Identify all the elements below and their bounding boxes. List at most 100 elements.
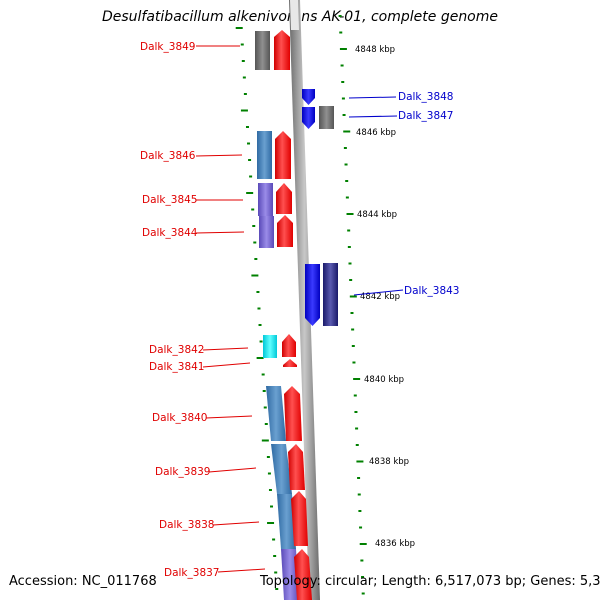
- right-gene-labels: Dalk_3848 Dalk_3847 Dalk_3843: [348, 91, 460, 297]
- scale-tick: [354, 411, 358, 413]
- scale-tick: [248, 159, 252, 161]
- scale-tick: [341, 97, 345, 100]
- scale-tick: [342, 114, 346, 116]
- leader-line: [202, 347, 249, 351]
- scale-tick: [274, 571, 278, 574]
- gene-block-dalk-3844[interactable]: [259, 216, 274, 248]
- scale-tick: [351, 328, 355, 331]
- scale-tick: [263, 406, 267, 409]
- scale-tick: [345, 180, 349, 182]
- scale-tick: [262, 390, 266, 392]
- genome-summary-text: Topology: circular; Length: 6,517,073 bp…: [260, 574, 600, 589]
- gene-label-right[interactable]: Dalk_3843: [404, 285, 460, 297]
- gene-block-dalk-3839[interactable]: [271, 444, 292, 494]
- scale-tick: [272, 538, 276, 541]
- scale-tick: [243, 93, 247, 95]
- gene-block-dalk-3843-navy[interactable]: [323, 263, 338, 326]
- scale-tick: [256, 291, 260, 293]
- scale-tick: [257, 307, 261, 310]
- scale-tick: [241, 60, 245, 62]
- protein-arrow-dalk-3837[interactable]: [294, 549, 312, 600]
- scale-tick: [343, 130, 351, 133]
- scale-tick: [275, 588, 279, 590]
- scale-tick: [348, 262, 352, 265]
- scale-tick: [273, 555, 277, 557]
- left-gene-labels: Dalk_3849 Dalk_3846 Dalk_3845 Dalk_3844 …: [140, 41, 266, 579]
- scale-tick: [261, 439, 269, 442]
- scale-tick: [338, 15, 342, 17]
- genome-axis-top-fade: [290, 0, 299, 30]
- gene-block-dalk-3847-gray[interactable]: [319, 106, 334, 129]
- scale-tick: [245, 126, 249, 128]
- scale-tick: [356, 460, 364, 463]
- gene-block-dalk-3845[interactable]: [258, 183, 273, 216]
- scale-tick: [344, 163, 348, 166]
- scale-label: 4836 kbp: [375, 539, 415, 549]
- gene-block-dalk-3848[interactable]: [302, 89, 315, 105]
- scale-label: 4838 kbp: [369, 457, 409, 467]
- scale-tick: [339, 31, 343, 34]
- scale-tick: [343, 147, 347, 149]
- protein-arrow-dalk-3844[interactable]: [277, 215, 293, 247]
- scale-tick: [341, 81, 345, 83]
- gene-block-dalk-3842[interactable]: [263, 335, 277, 358]
- protein-arrow-dalk-3845[interactable]: [276, 183, 292, 214]
- gene-label-left[interactable]: Dalk_3846: [140, 150, 196, 162]
- scale-tick: [268, 489, 272, 491]
- gene-label-left[interactable]: Dalk_3839: [155, 466, 211, 478]
- gene-label-left[interactable]: Dalk_3849: [140, 41, 196, 53]
- leader-line: [208, 467, 257, 473]
- gene-block-dalk-3846[interactable]: [257, 131, 272, 179]
- scale-ticks: [235, 15, 367, 595]
- leader-line: [195, 231, 245, 234]
- scale-labels: 4848 kbp 4846 kbp 4844 kbp 4842 kbp 4840…: [355, 45, 415, 549]
- scale-tick: [350, 312, 354, 314]
- gene-label-left[interactable]: Dalk_3842: [149, 344, 205, 356]
- scale-tick: [240, 43, 244, 46]
- protein-arrow-dalk-3839[interactable]: [288, 444, 305, 490]
- scale-tick: [353, 378, 361, 380]
- scale-tick: [259, 340, 263, 343]
- scale-tick: [339, 48, 347, 50]
- scale-tick: [351, 345, 355, 347]
- gene-label-left[interactable]: Dalk_3845: [142, 194, 198, 206]
- protein-arrow-dalk-3840[interactable]: [284, 386, 302, 441]
- gene-block-dalk-3847[interactable]: [302, 107, 315, 129]
- gene-block-dalk-3849[interactable]: [255, 31, 270, 70]
- scale-tick: [346, 213, 354, 215]
- scale-tick: [267, 472, 271, 475]
- scale-tick: [251, 274, 259, 277]
- protein-arrow-dalk-3842[interactable]: [282, 334, 296, 357]
- scale-tick: [253, 241, 257, 244]
- scale-label: 4844 kbp: [357, 210, 397, 220]
- gene-label-left[interactable]: Dalk_3838: [159, 519, 215, 531]
- scale-tick: [355, 427, 359, 430]
- gene-label-right[interactable]: Dalk_3848: [398, 91, 454, 103]
- scale-tick: [256, 357, 264, 359]
- gene-block-dalk-3840[interactable]: [266, 386, 286, 441]
- gene-label-left[interactable]: Dalk_3840: [152, 412, 208, 424]
- scale-tick: [347, 246, 351, 248]
- scale-tick: [261, 373, 265, 376]
- scale-tick: [353, 394, 357, 397]
- scale-label: 4842 kbp: [360, 292, 400, 302]
- gene-label-left[interactable]: Dalk_3844: [142, 227, 198, 239]
- gene-block-dalk-3843[interactable]: [305, 264, 320, 326]
- protein-arrow-dalk-3838[interactable]: [291, 491, 308, 546]
- scale-tick: [352, 361, 356, 364]
- scale-tick: [349, 295, 357, 298]
- scale-tick: [246, 192, 254, 194]
- scale-tick: [266, 456, 270, 458]
- scale-tick: [355, 444, 359, 446]
- protein-arrow-dalk-3841[interactable]: [283, 359, 297, 367]
- gene-label-right[interactable]: Dalk_3847: [398, 110, 454, 122]
- gene-block-dalk-3838[interactable]: [277, 494, 296, 549]
- gene-label-left[interactable]: Dalk_3841: [149, 361, 205, 373]
- protein-arrow-dalk-3846[interactable]: [275, 131, 291, 179]
- protein-arrow-dalk-3849[interactable]: [274, 30, 290, 70]
- scale-tick: [358, 510, 362, 512]
- gene-label-left[interactable]: Dalk_3837: [164, 567, 220, 579]
- leader-line: [348, 115, 398, 118]
